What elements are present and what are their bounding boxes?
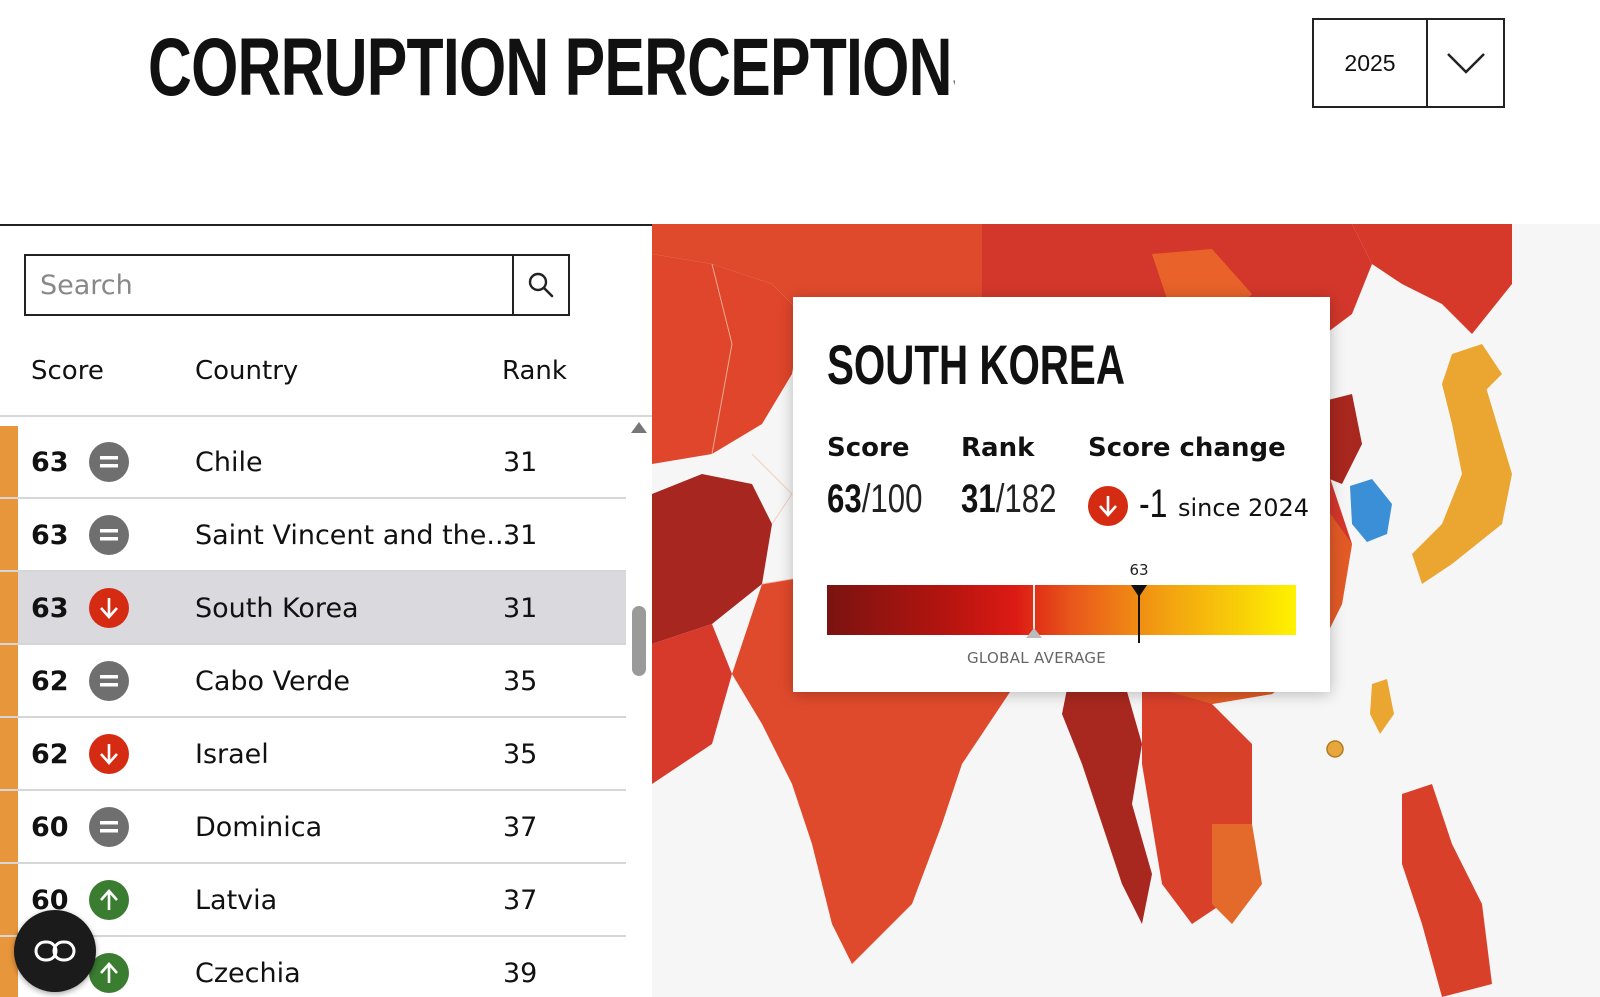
- arrow-down-icon: [89, 734, 129, 774]
- tooltip-change-label: Score change: [1088, 433, 1286, 463]
- table-row[interactable]: 60 Latvia 37: [0, 864, 626, 937]
- global-average-marker: [1026, 628, 1042, 638]
- table-row[interactable]: 63 Chile 31: [0, 426, 626, 499]
- map-region-japan: [1412, 354, 1512, 584]
- arrow-down-icon: [1088, 486, 1128, 526]
- row-score: 62: [31, 739, 69, 770]
- map-region-vietnam-south: [1212, 824, 1262, 924]
- row-country: Czechia: [195, 958, 301, 989]
- search-icon: [528, 272, 554, 298]
- map-region-taiwan: [1370, 679, 1394, 734]
- map-region-afghanistan: [652, 474, 772, 644]
- tooltip-country-name: SOUTH KOREA: [827, 333, 1125, 396]
- row-rank: 37: [503, 812, 538, 843]
- score-band: [0, 937, 18, 997]
- column-header-country[interactable]: Country: [195, 356, 299, 386]
- table-header: Score Country Rank: [0, 356, 652, 390]
- tooltip-change-value: -1: [1139, 482, 1168, 526]
- row-country: Chile: [195, 447, 263, 478]
- arrow-up-icon: [89, 953, 129, 993]
- global-average-line: [1033, 585, 1035, 635]
- tooltip-score-label: Score: [827, 433, 910, 463]
- score-scale-bar: [827, 585, 1296, 635]
- row-score: 60: [31, 812, 69, 843]
- row-country: Dominica: [195, 812, 323, 843]
- row-country: Saint Vincent and the...: [195, 520, 513, 551]
- row-rank: 35: [503, 666, 538, 697]
- score-band: [0, 645, 18, 716]
- panel-top-border: [0, 224, 652, 226]
- search-input[interactable]: [26, 256, 512, 314]
- score-band: [0, 864, 18, 935]
- map-region-philippines: [1402, 784, 1492, 997]
- equal-icon: [89, 661, 129, 701]
- row-country: South Korea: [195, 593, 359, 624]
- row-rank: 37: [503, 885, 538, 916]
- score-band: [0, 572, 18, 643]
- score-band: [0, 718, 18, 789]
- map-marker-hong-kong: [1326, 740, 1344, 758]
- table-row[interactable]: 63 South Korea 31: [0, 572, 626, 645]
- row-country: Cabo Verde: [195, 666, 350, 697]
- score-band: [0, 426, 18, 497]
- tooltip-rank-label: Rank: [961, 433, 1035, 463]
- score-marker-line: [1138, 587, 1140, 643]
- row-rank: 31: [503, 593, 538, 624]
- score-band: [0, 499, 18, 570]
- row-rank: 39: [503, 958, 538, 989]
- equal-icon: [89, 807, 129, 847]
- accessibility-icon: [34, 940, 76, 962]
- accessibility-button[interactable]: [14, 910, 96, 992]
- tooltip-score-value: 63/100: [827, 477, 923, 521]
- row-country: Latvia: [195, 885, 278, 916]
- country-list[interactable]: 63 Chile 31 63 Saint Vincent and the... 31 63 S…: [0, 426, 626, 997]
- map-region-russia-east: [1352, 224, 1512, 334]
- map-region-central-asia: [652, 254, 802, 464]
- search-button[interactable]: [512, 256, 568, 314]
- country-list-panel: Score Country Rank 63 Chile 31 63 Saint Vinc…: [0, 226, 652, 997]
- tooltip-change-since: since 2024: [1178, 494, 1310, 522]
- map-region-japan-north: [1452, 344, 1502, 394]
- row-score: 63: [31, 593, 69, 624]
- equal-icon: [89, 442, 129, 482]
- chevron-down-icon[interactable]: [1428, 20, 1503, 106]
- header-divider: [0, 415, 652, 417]
- arrow-up-icon: [89, 880, 129, 920]
- year-dropdown[interactable]: 2025: [1312, 18, 1505, 108]
- map-region-myanmar: [1062, 664, 1152, 924]
- table-row[interactable]: 63 Saint Vincent and the... 31: [0, 499, 626, 572]
- map-region-west-asia-south: [652, 624, 732, 784]
- score-band: [0, 791, 18, 862]
- page-title: CORRUPTION PERCEPTIONS INDEX: [148, 22, 955, 113]
- country-tooltip: SOUTH KOREA Score Rank Score change 63/1…: [793, 297, 1330, 692]
- column-header-rank[interactable]: Rank: [502, 356, 567, 386]
- row-country: Israel: [195, 739, 269, 770]
- row-rank: 35: [503, 739, 538, 770]
- table-row[interactable]: 60 Dominica 37: [0, 791, 626, 864]
- column-header-score[interactable]: Score: [31, 356, 104, 386]
- equal-icon: [89, 515, 129, 555]
- year-selected-value: 2025: [1314, 20, 1428, 106]
- row-rank: 31: [503, 520, 538, 551]
- row-score: 62: [31, 666, 69, 697]
- row-score: 63: [31, 520, 69, 551]
- arrow-down-icon: [89, 588, 129, 628]
- tooltip-rank-value: 31/182: [961, 477, 1057, 521]
- scrollbar-thumb[interactable]: [632, 606, 646, 676]
- score-marker-label: 63: [1129, 561, 1149, 579]
- row-score: 63: [31, 447, 69, 478]
- search-box: [24, 254, 570, 316]
- scroll-up-arrow[interactable]: [631, 422, 647, 433]
- map-region-south-korea: [1350, 479, 1392, 542]
- table-row[interactable]: 62 Israel 35: [0, 718, 626, 791]
- global-average-label: GLOBAL AVERAGE: [967, 649, 1107, 667]
- row-rank: 31: [503, 447, 538, 478]
- table-row[interactable]: 62 Cabo Verde 35: [0, 645, 626, 718]
